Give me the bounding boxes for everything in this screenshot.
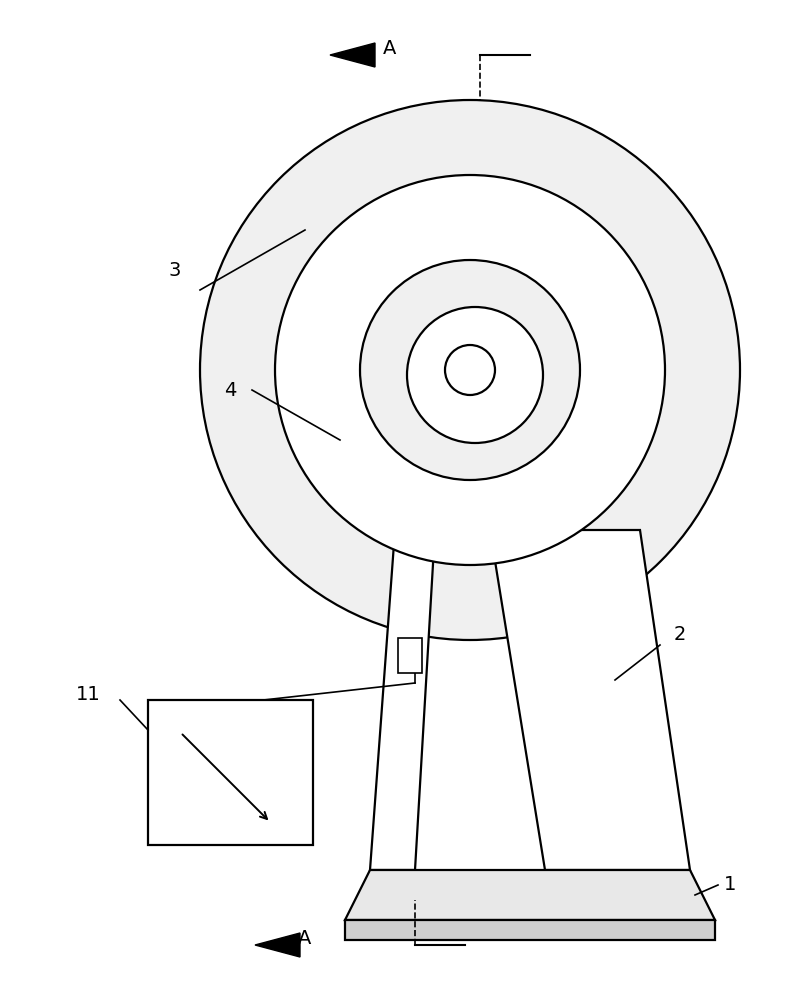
Text: A: A (383, 38, 397, 57)
Text: 4: 4 (224, 380, 236, 399)
Polygon shape (370, 530, 435, 870)
Bar (398, 638, 422, 673)
Circle shape (445, 345, 495, 395)
Circle shape (200, 100, 740, 640)
Polygon shape (345, 920, 715, 940)
Text: 11: 11 (75, 686, 101, 704)
Circle shape (360, 260, 580, 480)
Text: A: A (299, 928, 312, 948)
Circle shape (407, 307, 543, 443)
Text: 2: 2 (674, 626, 686, 645)
Circle shape (275, 175, 665, 565)
Polygon shape (490, 530, 690, 870)
Text: 3: 3 (169, 260, 181, 279)
Bar (148, 700, 313, 845)
Polygon shape (330, 43, 375, 67)
Polygon shape (345, 870, 715, 920)
Text: 1: 1 (724, 876, 737, 894)
Polygon shape (255, 933, 300, 957)
